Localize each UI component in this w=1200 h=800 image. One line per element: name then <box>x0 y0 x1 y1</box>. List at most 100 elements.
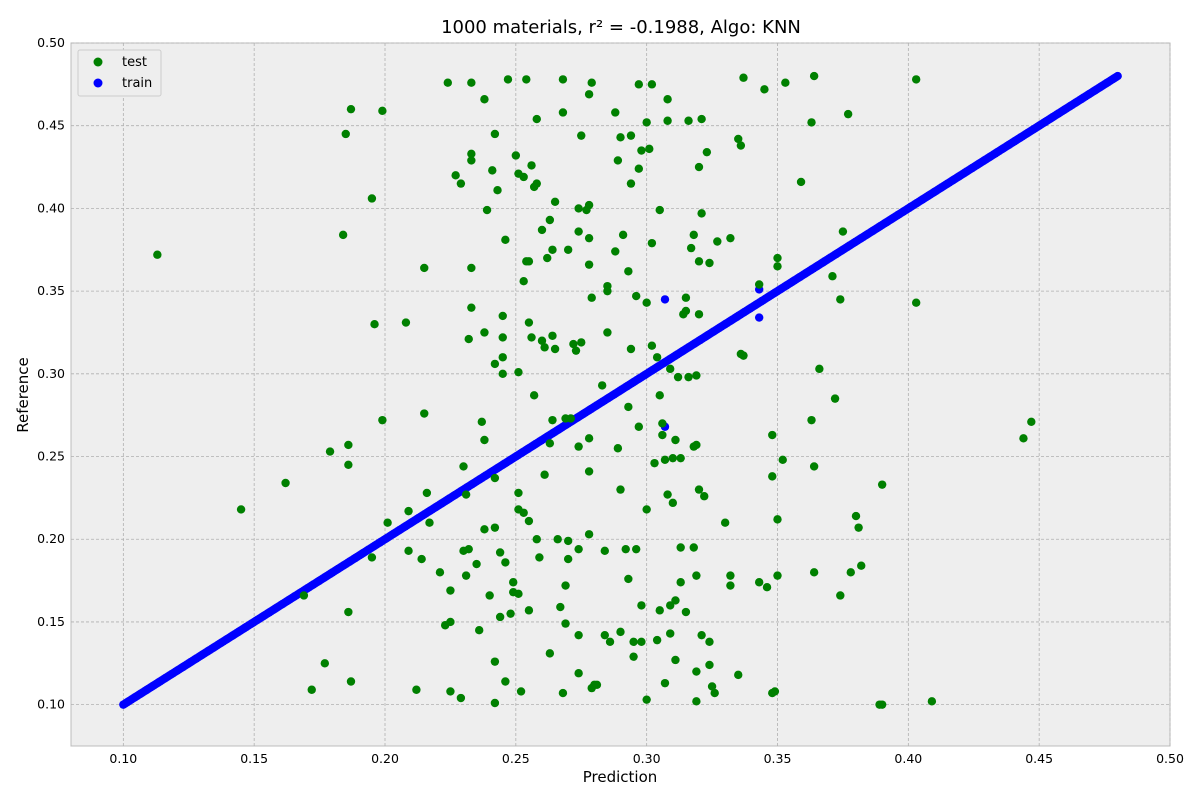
test-point <box>236 505 246 514</box>
test-point <box>529 391 539 400</box>
test-point <box>655 205 664 215</box>
test-point <box>645 144 654 154</box>
test-point <box>592 680 602 689</box>
test-point <box>692 697 701 706</box>
test-point <box>532 179 541 188</box>
test-point <box>451 171 460 180</box>
test-point <box>461 571 471 580</box>
test-point <box>367 194 377 203</box>
test-point <box>535 553 544 562</box>
x-tick-label: 0.40 <box>894 751 922 766</box>
test-point <box>624 402 633 412</box>
x-tick-label: 0.50 <box>1156 751 1184 766</box>
test-point <box>815 364 824 374</box>
test-point <box>877 480 887 489</box>
test-point <box>456 693 466 703</box>
test-point <box>754 280 764 289</box>
test-point <box>734 134 743 144</box>
x-tick-label: 0.20 <box>371 751 399 766</box>
legend: test train <box>77 49 162 97</box>
test-point <box>642 505 651 514</box>
test-point <box>796 177 806 187</box>
test-point <box>584 233 594 243</box>
test-point <box>344 460 353 469</box>
train-point <box>1113 71 1122 81</box>
train-point <box>660 295 670 304</box>
test-points <box>153 71 1036 709</box>
train-points <box>119 71 1122 709</box>
test-point <box>666 364 675 374</box>
test-point <box>760 85 769 94</box>
test-point <box>686 243 696 253</box>
test-point <box>809 462 819 471</box>
test-point <box>446 586 455 595</box>
test-point <box>605 637 615 646</box>
test-point <box>548 331 557 340</box>
test-point <box>320 659 330 668</box>
test-point <box>611 108 620 117</box>
test-point <box>524 318 534 327</box>
test-point <box>671 596 680 605</box>
test-point <box>404 506 413 516</box>
test-point <box>563 536 573 546</box>
test-point <box>480 525 489 534</box>
test-point <box>467 78 476 87</box>
test-point <box>584 434 594 443</box>
test-point <box>490 359 500 369</box>
test-point <box>616 485 625 494</box>
test-point <box>425 518 434 527</box>
test-point <box>516 687 526 696</box>
test-point <box>781 78 790 87</box>
test-point <box>681 293 691 302</box>
test-point <box>519 276 528 286</box>
test-point <box>514 589 523 599</box>
test-point <box>467 303 476 312</box>
test-point <box>768 472 777 481</box>
test-point <box>807 415 816 425</box>
test-point <box>480 435 489 445</box>
test-point <box>383 518 392 527</box>
test-point <box>681 607 691 617</box>
test-point <box>558 75 568 84</box>
test-point <box>514 488 523 498</box>
test-point <box>519 172 528 182</box>
y-tick-label: 0.35 <box>37 283 65 298</box>
test-point <box>446 617 455 627</box>
test-point <box>632 544 641 554</box>
test-point <box>501 677 510 686</box>
legend-marker-train <box>93 78 103 88</box>
test-point <box>498 353 507 362</box>
test-point <box>857 561 866 570</box>
test-point <box>634 80 644 89</box>
test-point <box>537 225 547 235</box>
test-point <box>694 485 704 494</box>
test-point <box>700 492 709 501</box>
test-point <box>652 635 662 645</box>
test-point <box>726 581 735 590</box>
test-point <box>553 535 562 544</box>
test-point <box>584 530 594 539</box>
test-point <box>668 453 678 463</box>
test-point <box>577 131 586 140</box>
test-point <box>736 141 746 150</box>
test-point <box>153 250 162 259</box>
test-point <box>485 591 494 600</box>
test-point <box>671 435 680 445</box>
y-tick-label: 0.40 <box>37 200 65 215</box>
test-point <box>519 508 528 517</box>
test-point <box>461 490 471 499</box>
test-point <box>459 462 468 471</box>
test-point <box>768 430 777 440</box>
test-point <box>495 548 505 557</box>
test-point <box>498 369 507 379</box>
x-tick-label: 0.30 <box>633 751 661 766</box>
y-tick-label: 0.15 <box>37 614 65 629</box>
test-point <box>600 546 609 556</box>
test-point <box>616 627 625 637</box>
test-point <box>367 553 377 562</box>
test-point <box>325 447 335 456</box>
test-point <box>697 114 706 124</box>
legend-marker-test <box>93 57 103 67</box>
test-point <box>467 263 476 273</box>
